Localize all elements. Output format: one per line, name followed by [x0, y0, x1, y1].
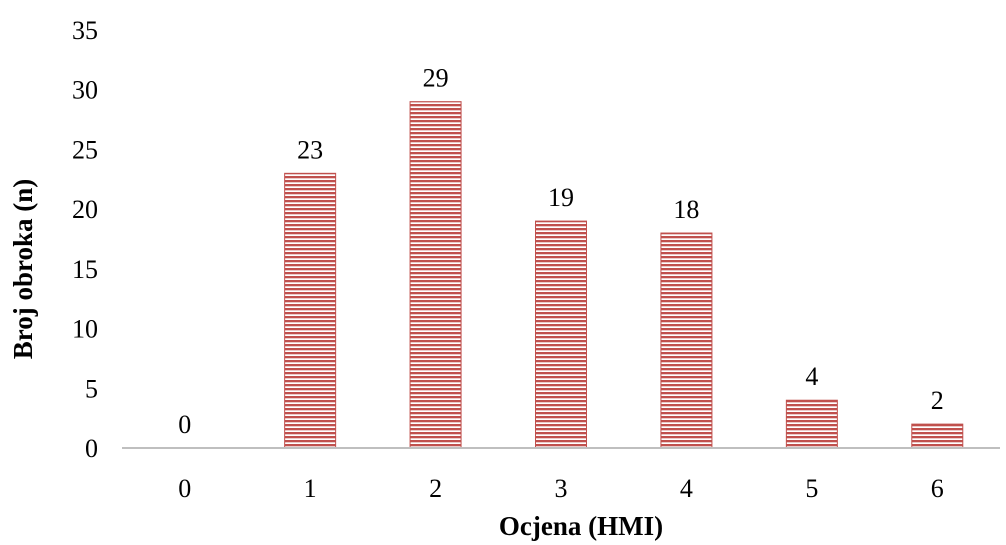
- data-label: 0: [178, 410, 191, 439]
- y-tick-label: 5: [85, 374, 98, 403]
- y-tick-label: 10: [72, 315, 98, 344]
- y-tick-label: 30: [72, 76, 98, 105]
- bar: [409, 101, 462, 449]
- y-tick-label: 20: [72, 195, 98, 224]
- y-tick-label: 25: [72, 135, 98, 164]
- bar: [785, 399, 838, 449]
- data-labels: 0 23 29 19 18 4 2: [178, 64, 944, 439]
- x-tick-label: 0: [178, 474, 191, 503]
- data-label: 2: [931, 386, 944, 415]
- x-tick-label: 1: [304, 474, 317, 503]
- data-label: 29: [423, 64, 449, 93]
- data-label: 18: [673, 195, 699, 224]
- y-tick-label: 0: [85, 434, 98, 463]
- data-label: 4: [805, 362, 818, 391]
- bar: [911, 423, 964, 449]
- data-label: 23: [297, 135, 323, 164]
- x-axis-title: Ocjena (HMI): [499, 511, 663, 541]
- x-tick-label: 3: [555, 474, 568, 503]
- y-tick-label: 15: [72, 255, 98, 284]
- y-axis-title: Broj obroka (n): [8, 179, 38, 360]
- x-tick-label: 5: [805, 474, 818, 503]
- bar: [284, 172, 337, 449]
- data-label: 19: [548, 183, 574, 212]
- x-axis-ticks: 0 1 2 3 4 5 6: [178, 474, 944, 503]
- bar: [660, 232, 713, 449]
- x-tick-label: 6: [931, 474, 944, 503]
- bars: [284, 101, 964, 449]
- x-tick-label: 2: [429, 474, 442, 503]
- x-tick-label: 4: [680, 474, 693, 503]
- y-axis-ticks: 0 5 10 15 20 25 30 35: [72, 16, 98, 463]
- y-tick-label: 35: [72, 16, 98, 45]
- bar: [535, 220, 587, 449]
